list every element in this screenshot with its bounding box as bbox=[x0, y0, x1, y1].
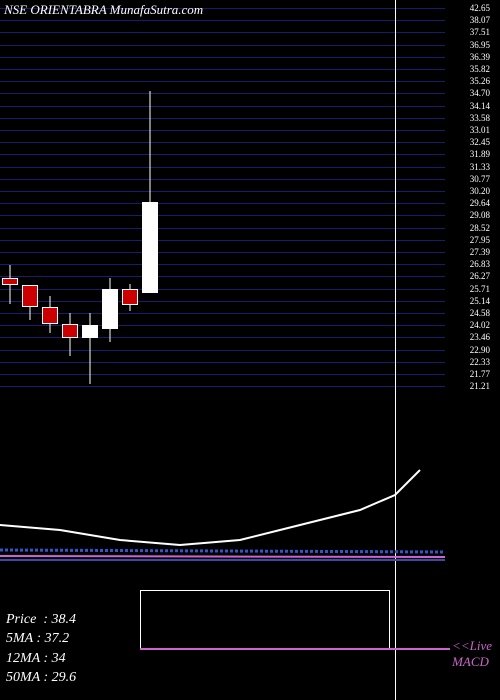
candle bbox=[142, 0, 158, 400]
y-axis-label: 36.95 bbox=[445, 41, 490, 50]
macd-line-blue bbox=[0, 550, 445, 552]
y-axis-label: 24.02 bbox=[445, 321, 490, 330]
candle-body bbox=[42, 307, 58, 323]
y-axis-label: 37.51 bbox=[445, 28, 490, 37]
candle bbox=[42, 0, 58, 400]
candle bbox=[22, 0, 38, 400]
y-axis-label: 30.20 bbox=[445, 187, 490, 196]
y-axis-label: 30.77 bbox=[445, 175, 490, 184]
candle bbox=[82, 0, 98, 400]
live-indicator-box bbox=[140, 590, 390, 650]
ma50-label: 50MA bbox=[6, 670, 40, 685]
candle-body bbox=[142, 202, 158, 293]
y-axis-label: 35.26 bbox=[445, 77, 490, 86]
y-axis-label: 27.95 bbox=[445, 236, 490, 245]
y-axis-label: 38.07 bbox=[445, 16, 490, 25]
y-axis-label: 42.65 bbox=[445, 4, 490, 13]
ma50-row: 50MA : 29.6 bbox=[6, 668, 76, 688]
ma12-label: 12MA bbox=[6, 651, 40, 666]
y-axis-label: 23.46 bbox=[445, 333, 490, 342]
ma12-row: 12MA : 34 bbox=[6, 649, 76, 669]
y-axis-label: 21.77 bbox=[445, 370, 490, 379]
y-axis-label: 33.01 bbox=[445, 126, 490, 135]
y-axis-label: 31.89 bbox=[445, 150, 490, 159]
live-label: <<Live bbox=[452, 638, 492, 654]
ma5-value: 37.2 bbox=[45, 631, 70, 646]
candle bbox=[102, 0, 118, 400]
candle-body bbox=[2, 278, 18, 285]
price-info-box: Price : 38.4 5MA : 37.2 12MA : 34 50MA :… bbox=[6, 610, 76, 688]
candle-body bbox=[22, 285, 38, 307]
y-axis-label: 25.14 bbox=[445, 297, 490, 306]
ma12-value: 34 bbox=[52, 651, 66, 666]
y-axis-label: 22.90 bbox=[445, 346, 490, 355]
candle bbox=[2, 0, 18, 400]
y-axis-label: 21.21 bbox=[445, 382, 490, 391]
ma50-value: 29.6 bbox=[52, 670, 77, 685]
y-axis-label: 35.82 bbox=[445, 65, 490, 74]
y-axis-label: 26.27 bbox=[445, 272, 490, 281]
macd-signal-line bbox=[0, 470, 420, 545]
ma5-label: 5MA bbox=[6, 631, 33, 646]
price-value: 38.4 bbox=[52, 612, 77, 627]
candle-body bbox=[82, 325, 98, 338]
macd-line-magenta bbox=[0, 556, 445, 557]
y-axis-label: 36.39 bbox=[445, 53, 490, 62]
candle-body bbox=[102, 289, 118, 329]
y-axis: 42.65 38.07 37.51 36.95 36.39 35.82 35.26 34.70… bbox=[445, 0, 490, 400]
macd-label-group: <<Live MACD bbox=[452, 638, 492, 670]
candle bbox=[122, 0, 138, 400]
price-label: Price bbox=[6, 612, 36, 627]
y-axis-label: 28.52 bbox=[445, 224, 490, 233]
candle bbox=[62, 0, 78, 400]
y-axis-label: 31.33 bbox=[445, 163, 490, 172]
ma5-row: 5MA : 37.2 bbox=[6, 629, 76, 649]
y-axis-label: 26.83 bbox=[445, 260, 490, 269]
y-axis-label: 22.33 bbox=[445, 358, 490, 367]
candlestick-series bbox=[0, 0, 445, 400]
y-axis-label: 27.39 bbox=[445, 248, 490, 257]
candle-wick bbox=[90, 313, 91, 384]
y-axis-label: 32.45 bbox=[445, 138, 490, 147]
y-axis-label: 34.70 bbox=[445, 89, 490, 98]
y-axis-label: 34.14 bbox=[445, 102, 490, 111]
y-axis-label: 33.58 bbox=[445, 114, 490, 123]
macd-divider bbox=[140, 648, 450, 650]
y-axis-label: 24.58 bbox=[445, 309, 490, 318]
stock-chart: NSE ORIENTABRA MunafaSutra.com 42.65 38.0… bbox=[0, 0, 500, 700]
macd-text-label: MACD bbox=[452, 654, 492, 670]
candle-body bbox=[62, 324, 78, 339]
chart-title: NSE ORIENTABRA MunafaSutra.com bbox=[4, 2, 203, 18]
y-axis-label: 29.64 bbox=[445, 199, 490, 208]
candle-body bbox=[122, 289, 138, 305]
y-axis-label: 29.08 bbox=[445, 211, 490, 220]
price-row: Price : 38.4 bbox=[6, 610, 76, 630]
y-axis-label: 25.71 bbox=[445, 285, 490, 294]
macd-panel bbox=[0, 520, 445, 590]
